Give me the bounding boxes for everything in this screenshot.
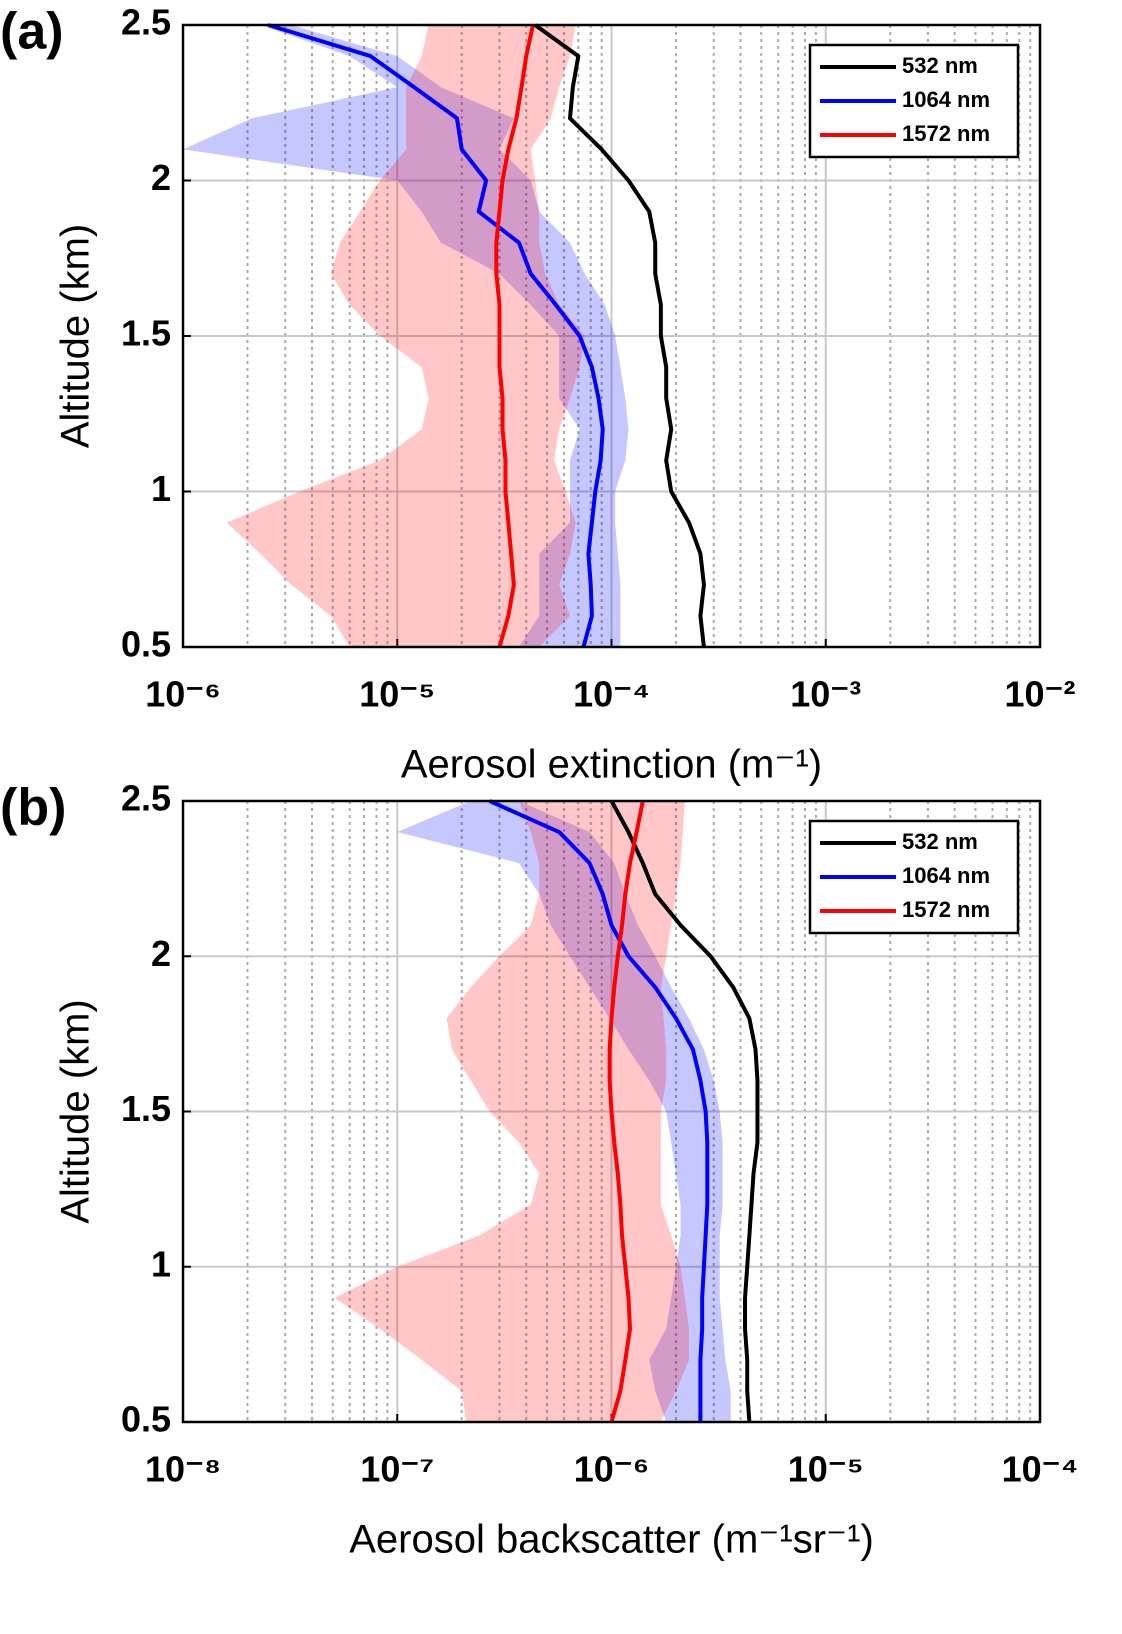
error-band [183,25,629,647]
error-band [397,801,731,1422]
x-tick-label: 10⁻⁷ [360,1449,434,1490]
panel-label: (a) [0,3,64,61]
y-tick-label: 1 [151,468,171,509]
x-tick-label: 10⁻⁵ [359,674,435,715]
y-tick-label: 0.5 [121,624,171,665]
y-tick-label: 2 [151,933,171,974]
legend-label: 1572 nm [902,897,990,922]
x-axis-title: Aerosol extinction (m⁻¹) [401,743,822,787]
x-tick-label: 10⁻³ [790,674,861,715]
x-tick-label: 10⁻⁴ [1002,1449,1079,1490]
series-line [494,24,535,648]
x-tick-label: 10⁻⁶ [145,674,221,715]
x-tick-label: 10⁻⁶ [574,1449,650,1490]
series-line [609,800,760,1423]
y-tick-label: 0.5 [121,1399,171,1440]
plot-frame [181,23,1042,649]
error-band [334,801,690,1422]
series-line [533,23,706,648]
plot-frame [181,799,1042,1424]
y-tick-label: 2 [151,157,171,198]
y-tick-label: 2.5 [121,2,171,43]
y-axis-title: Altitude (km) [54,999,98,1224]
panel-label: (b) [0,779,66,837]
y-tick-label: 1.5 [121,313,171,354]
series-line [488,799,710,1422]
error-band [226,25,585,647]
x-axis-title: Aerosol backscatter (m⁻¹sr⁻¹) [349,1518,874,1562]
series-line [267,23,605,648]
y-tick-label: 2.5 [121,778,171,819]
legend-label: 1064 nm [902,87,990,112]
series-line [607,800,645,1423]
x-tick-label: 10⁻⁵ [788,1449,864,1490]
y-axis-title: Altitude (km) [54,224,98,449]
y-tick-label: 1.5 [121,1088,171,1129]
legend-label: 1064 nm [902,863,990,888]
legend-label: 532 nm [902,829,978,854]
y-tick-label: 1 [151,1243,171,1284]
legend-label: 1572 nm [902,121,990,146]
x-tick-label: 10⁻² [1004,674,1075,715]
x-tick-label: 10⁻⁴ [573,674,650,715]
x-tick-label: 10⁻⁸ [145,1449,221,1490]
legend-label: 532 nm [902,53,978,78]
